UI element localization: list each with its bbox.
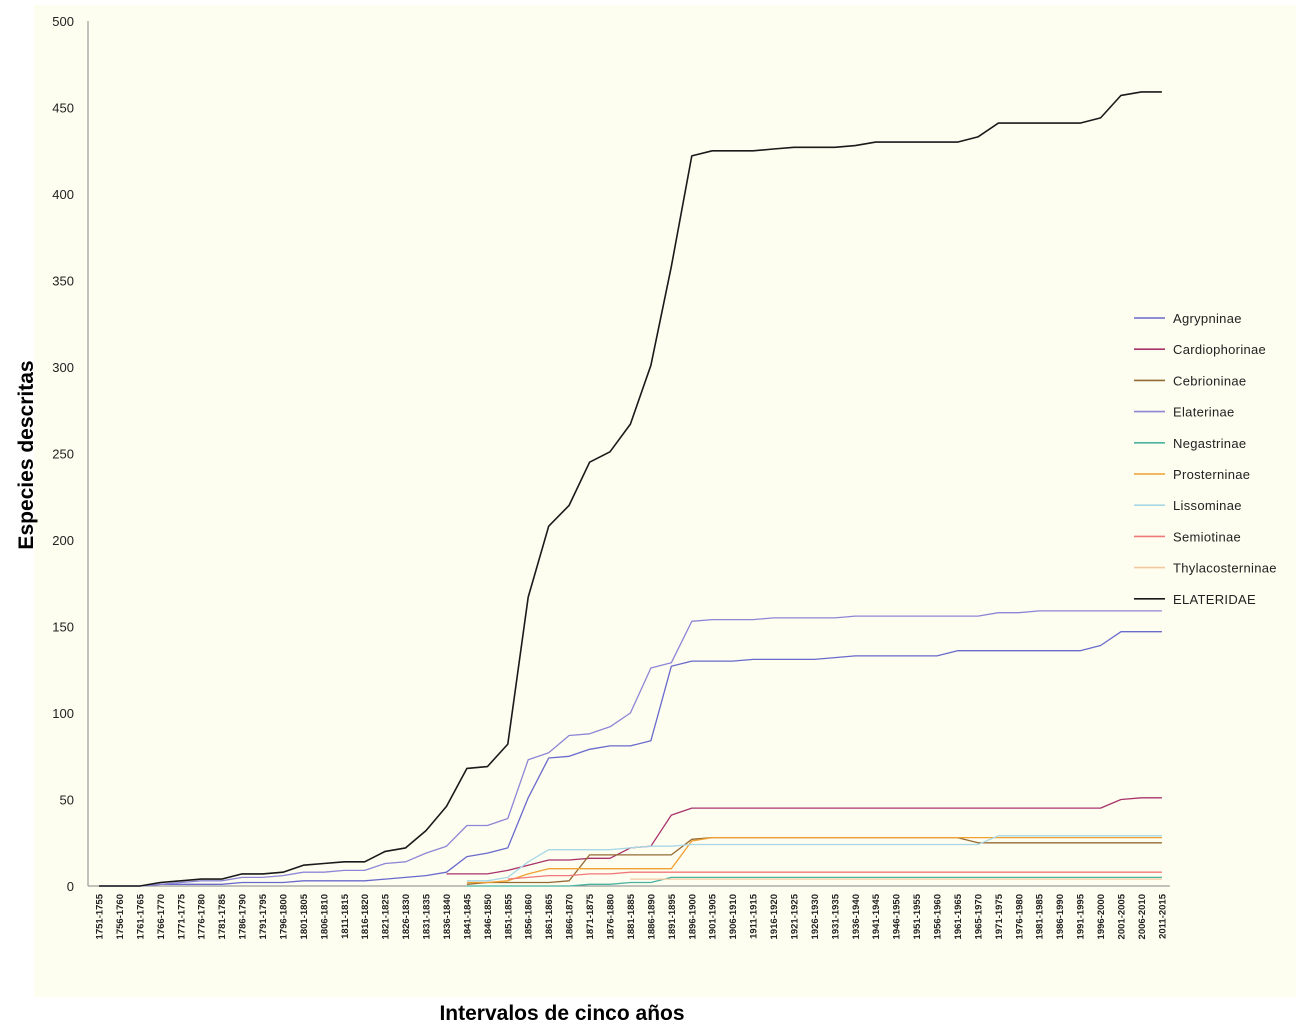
y-tick-label: 500 bbox=[52, 14, 74, 29]
x-tick-label: 1891-1895 bbox=[667, 893, 678, 939]
x-axis-title: Intervalos de cinco años bbox=[439, 1002, 684, 1024]
x-tick-label: 1921-1925 bbox=[789, 893, 800, 939]
x-tick-label: 1791-1795 bbox=[258, 893, 269, 939]
legend-label: Prosterninae bbox=[1173, 467, 1250, 482]
series-line-lissominae bbox=[466, 835, 1162, 882]
x-tick-label: 1926-1930 bbox=[810, 894, 821, 939]
legend-label: Elaterinae bbox=[1173, 405, 1235, 420]
x-tick-label: 1886-1890 bbox=[646, 894, 657, 939]
series-line-negastrinae bbox=[466, 876, 1162, 887]
x-tick-label: 1916-1920 bbox=[769, 894, 780, 939]
y-tick-label: 250 bbox=[52, 447, 74, 462]
x-tick-label: 1771-1775 bbox=[176, 893, 187, 939]
x-tick-label: 1781-1785 bbox=[217, 893, 228, 939]
x-tick-label: 1931-1935 bbox=[830, 893, 841, 939]
legend-label: Semiotinae bbox=[1173, 529, 1241, 544]
x-tick-label: 1976-1980 bbox=[1014, 894, 1025, 939]
x-tick-label: 1826-1830 bbox=[401, 894, 412, 939]
x-tick-label: 1841-1845 bbox=[462, 893, 473, 939]
x-tick-label: 1836-1840 bbox=[442, 894, 453, 939]
x-tick-label: 1996-2000 bbox=[1096, 894, 1107, 939]
x-tick-label: 1766-1770 bbox=[156, 894, 167, 939]
y-axis-title: Especies descritas bbox=[15, 360, 38, 549]
x-tick-label: 1911-1915 bbox=[749, 893, 760, 939]
legend-label: Agrypninae bbox=[1173, 311, 1242, 326]
x-tick-label: 1876-1880 bbox=[606, 894, 617, 939]
x-tick-label: 1801-1805 bbox=[299, 893, 310, 939]
x-tick-label: 1811-1815 bbox=[340, 893, 351, 939]
x-tick-label: 1941-1945 bbox=[871, 893, 882, 939]
x-tick-label: 1756-1760 bbox=[115, 894, 126, 939]
x-tick-label: 1866-1870 bbox=[565, 894, 576, 939]
x-tick-label: 2001-2005 bbox=[1117, 893, 1128, 939]
x-tick-label: 1936-1940 bbox=[851, 894, 862, 939]
legend-label: ELATERIDAE bbox=[1173, 592, 1256, 607]
series-line-cardiophorinae bbox=[446, 797, 1162, 875]
series-line-prosterninae bbox=[466, 836, 1162, 884]
y-tick-label: 450 bbox=[52, 101, 74, 116]
y-tick-label: 350 bbox=[52, 274, 74, 289]
y-tick-label: 200 bbox=[52, 533, 74, 548]
x-tick-label: 2011-2015 bbox=[1157, 893, 1168, 939]
x-tick-label: 1971-1975 bbox=[994, 893, 1005, 939]
x-tick-label: 1816-1820 bbox=[360, 894, 371, 939]
x-tick-label: 1956-1960 bbox=[933, 894, 944, 939]
y-tick-label: 50 bbox=[60, 793, 74, 808]
legend-label: Negastrinae bbox=[1173, 436, 1246, 451]
legend-label: Thylacosterninae bbox=[1173, 561, 1277, 576]
series-line-agrypninae bbox=[99, 631, 1162, 887]
x-tick-label: 1871-1875 bbox=[585, 893, 596, 939]
x-tick-label: 1856-1860 bbox=[524, 894, 535, 939]
x-tick-label: 1965-1970 bbox=[973, 894, 984, 939]
y-tick-label: 400 bbox=[52, 187, 74, 202]
x-tick-label: 1796-1800 bbox=[278, 894, 289, 939]
x-tick-label: 1986-1990 bbox=[1055, 894, 1066, 939]
legend-label: Cardiophorinae bbox=[1173, 342, 1266, 357]
x-tick-label: 1786-1790 bbox=[238, 894, 249, 939]
plot-background bbox=[34, 5, 1296, 997]
x-tick-label: 1901-1905 bbox=[708, 893, 719, 939]
series-line-semiotinae bbox=[507, 871, 1162, 880]
x-tick-label: 1951-1955 bbox=[912, 893, 923, 939]
x-tick-label: 1991-1995 bbox=[1076, 893, 1087, 939]
x-tick-label: 1981-1985 bbox=[1035, 893, 1046, 939]
x-tick-label: 1751-1755 bbox=[95, 893, 106, 939]
x-tick-label: 1881-1885 bbox=[626, 893, 637, 939]
legend-label: Lissominae bbox=[1173, 498, 1242, 513]
x-tick-label: 1946-1950 bbox=[892, 894, 903, 939]
x-tick-label: 1761-1765 bbox=[135, 893, 146, 939]
x-tick-label: 1961-1965 bbox=[953, 893, 964, 939]
series-line-elateridae bbox=[99, 91, 1162, 887]
x-tick-label: 1906-1910 bbox=[728, 894, 739, 939]
x-tick-label: 1896-1900 bbox=[687, 894, 698, 939]
series-lines bbox=[99, 91, 1162, 887]
series-line-elaterinae bbox=[99, 610, 1162, 887]
y-tick-label: 100 bbox=[52, 706, 74, 721]
x-tick-label: 1861-1865 bbox=[544, 893, 555, 939]
y-tick-label: 0 bbox=[67, 879, 74, 894]
x-tick-label: 1846-1850 bbox=[483, 894, 494, 939]
x-tick-label: 1776-1780 bbox=[197, 894, 208, 939]
x-tick-label: 1806-1810 bbox=[319, 894, 330, 939]
x-tick-label: 1831-1835 bbox=[422, 893, 433, 939]
axes: 0 50 100 150 200 250 300 350 400 450 500 1751-1755 1… bbox=[52, 14, 1170, 939]
y-tick-label: 300 bbox=[52, 360, 74, 375]
legend-label: Cebrioninae bbox=[1173, 373, 1246, 388]
x-tick-label: 2006-2010 bbox=[1137, 894, 1148, 939]
x-tick-label: 1851-1855 bbox=[503, 893, 514, 939]
y-tick-label: 150 bbox=[52, 620, 74, 635]
x-tick-label: 1821-1825 bbox=[381, 893, 392, 939]
legend: Agrypninae Cardiophorinae Cebrioninae Elate… bbox=[1134, 311, 1277, 607]
